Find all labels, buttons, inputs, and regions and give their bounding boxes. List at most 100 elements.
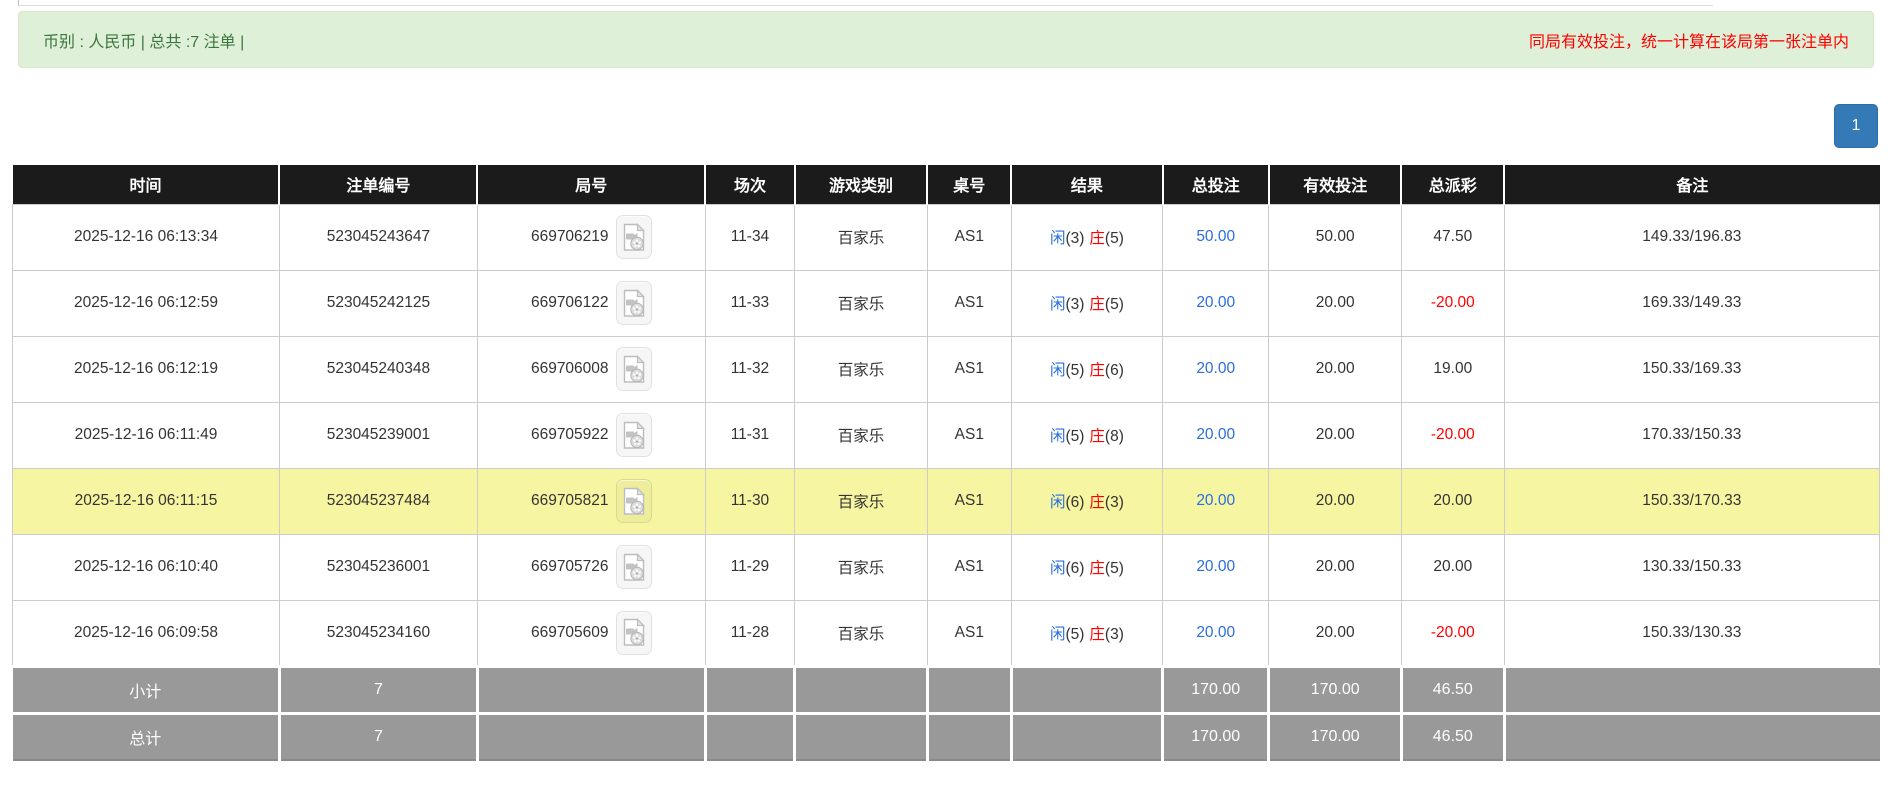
cell-result: 闲(6) 庄(5) [1010, 533, 1164, 601]
cell-valid-bet: 20.00 [1268, 401, 1402, 469]
result-banker-score: (5) [1104, 296, 1124, 313]
cell-table-no: AS1 [926, 203, 1012, 271]
total-bet-link[interactable]: 20.00 [1196, 360, 1236, 377]
header-round-id: 局号 [476, 165, 707, 204]
cell-payout: -20.00 [1400, 269, 1505, 337]
cell-valid-bet: 20.00 [1268, 335, 1402, 403]
table-row: 2025-12-16 06:11:49 523045239001 6697059… [12, 401, 1881, 469]
cell-remark: 150.33/169.33 [1503, 335, 1881, 403]
total-bet-link[interactable]: 50.00 [1196, 228, 1236, 245]
cell-total-bet: 50.00 [1162, 203, 1270, 271]
cell-remark: 149.33/196.83 [1503, 203, 1881, 271]
video-replay-icon [623, 552, 645, 581]
cell-time: 2025-12-16 06:09:58 [12, 599, 280, 667]
cell-result: 闲(3) 庄(5) [1010, 269, 1164, 337]
result-banker-label: 庄 [1089, 362, 1105, 379]
video-replay-button[interactable] [615, 479, 652, 523]
cell-payout: 20.00 [1400, 467, 1505, 535]
subtotal-label: 小计 [12, 664, 281, 715]
cell-total-bet: 20.00 [1162, 533, 1270, 601]
cell-bet-id: 523045234160 [278, 599, 478, 667]
cell-valid-bet: 50.00 [1268, 203, 1402, 271]
header-table-no: 桌号 [926, 165, 1013, 204]
subtotal-valid-bet: 170.00 [1267, 664, 1403, 715]
cell-round-id: 669705821 [476, 467, 706, 535]
video-replay-icon [623, 222, 645, 251]
pagination-page-1-button[interactable]: 1 [1834, 104, 1878, 148]
table-row: 2025-12-16 06:10:40 523045236001 6697057… [12, 533, 1881, 601]
video-replay-button[interactable] [615, 545, 652, 589]
cell-bet-id: 523045243647 [278, 203, 478, 271]
header-game-type: 游戏类别 [793, 165, 929, 204]
video-replay-button[interactable] [615, 347, 652, 391]
total-bet-link[interactable]: 20.00 [1196, 492, 1236, 509]
cell-session: 11-29 [704, 533, 796, 601]
cell-total-bet: 20.00 [1162, 599, 1270, 667]
video-replay-button[interactable] [615, 281, 652, 325]
result-banker-score: (6) [1104, 362, 1124, 379]
cell-valid-bet: 20.00 [1268, 599, 1402, 667]
cell-result: 闲(5) 庄(6) [1010, 335, 1164, 403]
round-id-text: 669705609 [530, 623, 609, 641]
cell-game-type: 百家乐 [794, 599, 928, 667]
cell-time: 2025-12-16 06:11:49 [12, 401, 280, 469]
video-replay-button[interactable] [615, 610, 652, 655]
cell-session: 11-30 [704, 467, 796, 535]
total-bet-link[interactable]: 20.00 [1196, 294, 1236, 311]
cell-result: 闲(5) 庄(8) [1010, 401, 1164, 469]
video-replay-button[interactable] [615, 215, 652, 259]
cell-remark: 169.33/149.33 [1503, 269, 1881, 337]
grand-total-label: 总计 [12, 711, 281, 761]
result-player-label: 闲 [1049, 428, 1066, 445]
video-replay-icon [623, 288, 645, 317]
result-player-label: 闲 [1049, 362, 1066, 379]
pagination: 1 [14, 104, 1878, 148]
video-replay-icon [623, 486, 645, 515]
cell-session: 11-28 [704, 599, 796, 667]
cell-game-type: 百家乐 [794, 203, 928, 271]
result-banker-score: (3) [1104, 494, 1124, 511]
round-id-text: 669706122 [530, 294, 609, 311]
round-id-text: 669706219 [530, 228, 609, 245]
cell-valid-bet: 20.00 [1268, 533, 1402, 601]
grand-total-row: 总计 7 170.00 170.00 46.50 [12, 711, 1880, 761]
cell-payout: -20.00 [1400, 401, 1505, 469]
cell-game-type: 百家乐 [794, 401, 928, 469]
total-bet-link[interactable]: 20.00 [1196, 623, 1236, 641]
table-row: 2025-12-16 06:12:19 523045240348 6697060… [12, 335, 1881, 403]
result-player-score: (6) [1065, 560, 1085, 577]
result-player-label: 闲 [1049, 230, 1066, 247]
subtotal-total-bet: 170.00 [1161, 664, 1271, 715]
table-body: 2025-12-16 06:13:34 523045243647 6697062… [12, 203, 1881, 667]
cell-round-id: 669706219 [476, 203, 706, 271]
table-footer: 小计 7 170.00 170.00 46.50 总计 7 170.00 170… [12, 664, 1880, 761]
cell-bet-id: 523045236001 [278, 533, 478, 601]
cell-session: 11-34 [704, 203, 796, 271]
header-payout: 总派彩 [1400, 165, 1506, 204]
video-replay-icon [623, 354, 645, 383]
cell-time: 2025-12-16 06:10:40 [12, 533, 280, 601]
result-banker-score: (3) [1104, 625, 1124, 643]
cell-round-id: 669705726 [476, 533, 706, 601]
grand-total-count: 7 [277, 711, 479, 761]
total-bet-link[interactable]: 20.00 [1196, 426, 1236, 443]
header-valid-bet: 有效投注 [1267, 165, 1403, 204]
video-replay-button[interactable] [615, 413, 652, 457]
cell-game-type: 百家乐 [794, 533, 928, 601]
cell-bet-id: 523045239001 [278, 401, 478, 469]
cell-remark: 170.33/150.33 [1503, 401, 1881, 469]
cell-game-type: 百家乐 [794, 467, 928, 535]
result-banker-label: 庄 [1089, 296, 1105, 313]
cell-time: 2025-12-16 06:12:59 [12, 269, 280, 337]
cell-payout: 47.50 [1400, 203, 1505, 271]
round-id-text: 669706008 [530, 360, 609, 377]
round-id-text: 669705922 [530, 426, 609, 443]
total-bet-link[interactable]: 20.00 [1196, 558, 1236, 575]
header-remark: 备注 [1503, 165, 1880, 204]
result-player-label: 闲 [1049, 625, 1066, 643]
result-player-score: (5) [1065, 625, 1085, 643]
grand-total-total-bet: 170.00 [1161, 711, 1271, 761]
cell-round-id: 669705922 [476, 401, 706, 469]
result-player-score: (5) [1065, 362, 1085, 379]
cell-result: 闲(3) 庄(5) [1010, 203, 1164, 271]
